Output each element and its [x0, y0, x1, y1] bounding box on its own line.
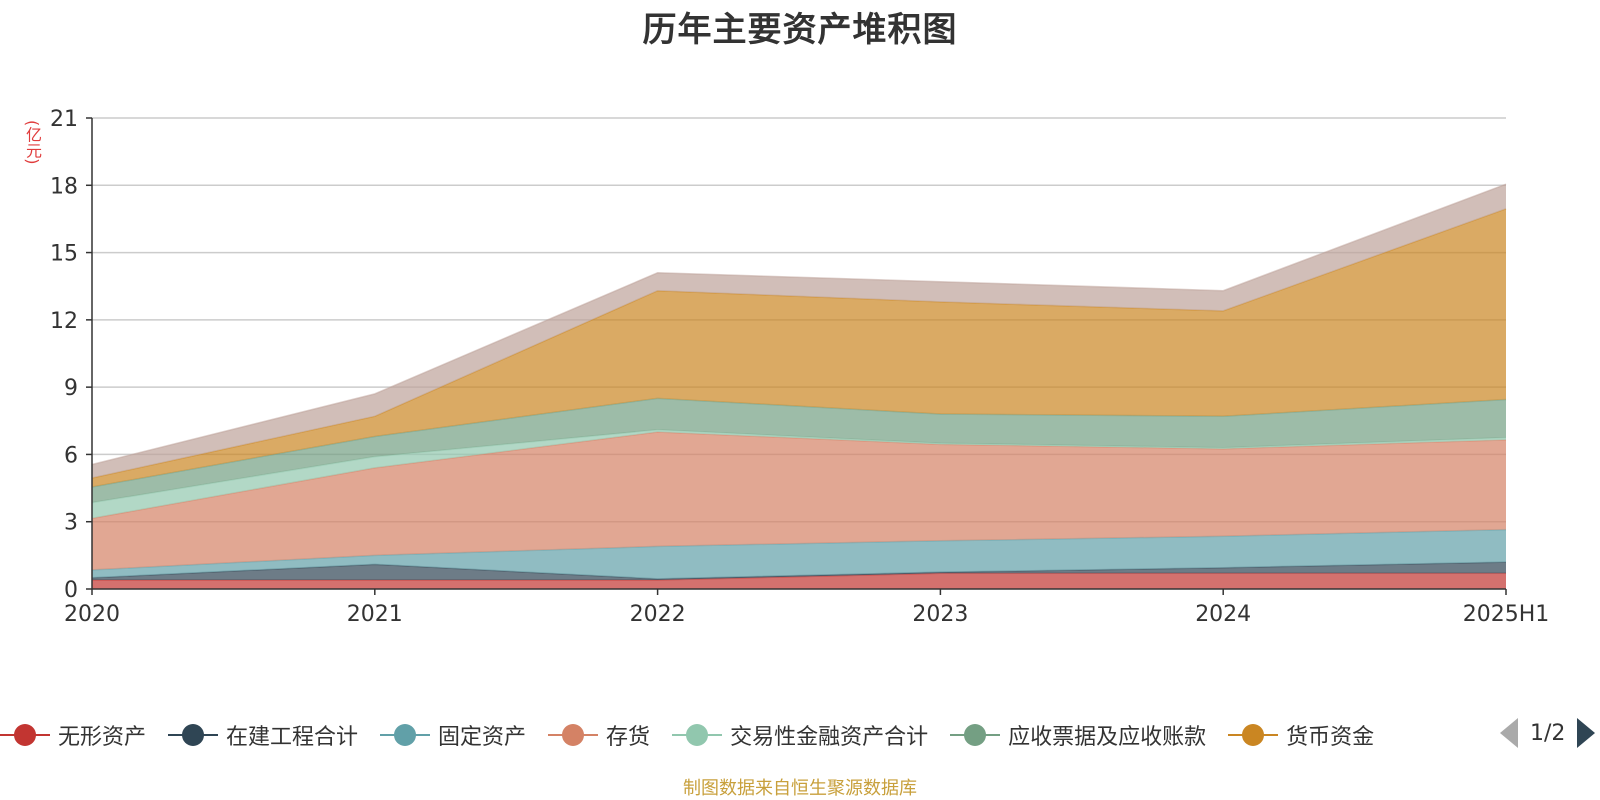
legend-item-fixed-assets[interactable]: 固定资产 — [380, 719, 526, 751]
legend-dot — [14, 724, 36, 746]
stacked-area-chart: 0 3 6 9 12 15 18 21 2020 2021 2022 2023 2024 2025H1 — [50, 107, 1550, 627]
legend-label: 应收票据及应收账款 — [1008, 725, 1207, 750]
x-tick-label: 2025H1 — [1463, 602, 1550, 627]
legend-label: 无形资产 — [58, 725, 147, 750]
series-area — [92, 573, 1506, 589]
next-page-icon[interactable] — [1577, 718, 1596, 748]
series-line — [91, 183, 1507, 466]
prev-page-icon[interactable] — [1500, 718, 1518, 748]
x-tick-label: 2024 — [1195, 602, 1251, 627]
series-area — [92, 562, 1506, 581]
legend-dot — [394, 724, 417, 746]
x-tick-label: 2023 — [912, 602, 968, 627]
legend-label: 存货 — [606, 725, 651, 750]
series-area — [92, 429, 1506, 519]
legend-item-intangible-assets[interactable]: 无形资产 — [0, 719, 146, 751]
y-tick-label: 0 — [64, 578, 78, 603]
series-area — [92, 432, 1506, 570]
y-tick-label: 12 — [50, 309, 78, 334]
legend-label: 交易性金融资产合计 — [730, 725, 929, 750]
legend-marker-icon — [380, 722, 431, 748]
y-tick-label: 21 — [50, 107, 78, 132]
y-axis-unit-label: (亿元) — [23, 120, 42, 165]
legend-item-construction-in-progress[interactable]: 在建工程合计 — [168, 719, 358, 751]
legend-pager: 1/2 — [1500, 718, 1596, 748]
chart-title: 历年主要资产堆积图 — [642, 10, 958, 50]
legend-marker-icon — [1228, 722, 1279, 748]
source-note: 制图数据来自恒生聚源数据库 — [683, 778, 917, 799]
legend-dot — [562, 724, 585, 746]
legend-item-notes-and-accounts-receivable[interactable]: 应收票据及应收账款 — [950, 719, 1206, 751]
legend-dot — [182, 724, 205, 746]
legend-marker-icon — [950, 722, 1001, 748]
legend-page-indicator: 1/2 — [1530, 720, 1566, 746]
series-area — [92, 208, 1506, 487]
legend-dot — [686, 724, 709, 746]
series-line — [91, 561, 1507, 580]
legend-dot — [964, 724, 987, 746]
legend-item-monetary-funds[interactable]: 货币资金 — [1228, 719, 1374, 751]
legend-item-inventory[interactable]: 存货 — [548, 719, 650, 751]
y-tick-label: 15 — [50, 242, 78, 267]
legend-label: 在建工程合计 — [226, 725, 359, 750]
y-tick-label: 6 — [64, 443, 78, 468]
legend-marker-icon — [0, 722, 50, 748]
legend-dot — [1242, 724, 1265, 746]
legend-marker-icon — [168, 722, 219, 748]
y-tick-label: 9 — [64, 376, 78, 401]
y-tick-label: 18 — [50, 174, 78, 199]
legend: 无形资产 在建工程合计 固定资产 存货 交易性金融资产合计 — [0, 718, 1396, 752]
x-tick-label: 2020 — [64, 602, 120, 627]
y-tick-label: 3 — [64, 511, 78, 536]
series-area — [92, 398, 1506, 503]
legend-item-trading-financial-assets[interactable]: 交易性金融资产合计 — [672, 719, 928, 751]
legend-marker-icon — [672, 722, 723, 748]
legend-marker-icon — [548, 722, 599, 748]
series-area — [92, 529, 1506, 579]
x-tick-label: 2022 — [630, 602, 686, 627]
x-tick-label: 2021 — [347, 602, 403, 627]
legend-label: 固定资产 — [438, 725, 527, 750]
legend-label: 货币资金 — [1286, 725, 1375, 750]
